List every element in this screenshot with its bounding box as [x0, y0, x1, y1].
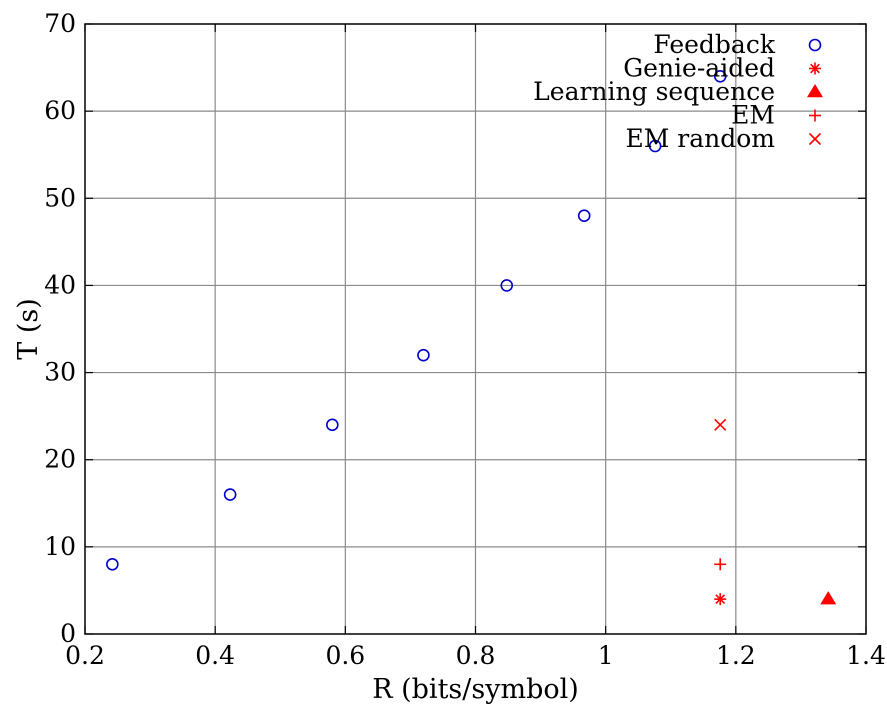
series-em [714, 558, 727, 571]
y-tick-label: 50 [44, 183, 76, 212]
data-point [326, 418, 339, 432]
legend-label: EM [731, 101, 775, 130]
data-point [820, 591, 837, 605]
y-tick-label: 70 [44, 9, 76, 38]
data-point [648, 139, 662, 153]
data-point [106, 557, 119, 571]
series-feedback [106, 69, 727, 571]
x-tick-label: 0.6 [325, 641, 365, 670]
series-em-random [714, 418, 727, 431]
x-axis-label: R (bits/symbol) [372, 674, 579, 705]
x-tick-label: 1 [598, 641, 614, 670]
legend-marker [808, 38, 822, 52]
legend-entry: EM [731, 101, 821, 130]
y-tick-label: 30 [44, 358, 76, 387]
data-point [500, 279, 514, 292]
data-point [417, 348, 430, 362]
series-genie-aided [714, 593, 727, 606]
data-point [223, 488, 237, 501]
legend-entry: Genie-aided [623, 54, 821, 83]
data-point [714, 593, 727, 606]
grid [85, 24, 866, 634]
legend-marker [809, 109, 821, 122]
y-tick-label: 20 [44, 445, 76, 474]
data-point [714, 418, 727, 431]
x-tick-label: 1.2 [716, 641, 756, 670]
x-tick-label: 0.2 [65, 641, 105, 670]
y-tick-label: 40 [44, 270, 76, 299]
data-point [713, 69, 727, 83]
legend-label: Genie-aided [623, 54, 775, 83]
legend-label: Feedback [653, 30, 775, 59]
y-tick-label: 60 [44, 96, 76, 125]
series-learning-sequence [820, 591, 837, 605]
legend-entry: EM random [625, 124, 822, 153]
y-tick-label: 0 [60, 619, 76, 648]
data-points [106, 69, 837, 606]
legend-marker [807, 84, 823, 98]
x-tick-label: 0.4 [195, 641, 235, 670]
x-tick-label: 1.4 [846, 641, 886, 670]
y-tick-label: 10 [44, 532, 76, 561]
legend-entry: Learning sequence [533, 77, 823, 106]
y-axis-label: T (s) [13, 298, 44, 360]
x-tick-label: 0.8 [456, 641, 496, 670]
axis-ticks: 0.2 0.4 0.6 0.8 1 1.2 1.4 0 10 20 30 40 50 60 70 [44, 9, 886, 670]
legend-entry: Feedback [653, 30, 822, 59]
legend-marker [808, 132, 822, 146]
data-point [714, 558, 727, 571]
legend-label: EM random [625, 124, 775, 153]
legend-marker [809, 62, 821, 75]
data-point [577, 209, 591, 223]
legend-label: Learning sequence [533, 77, 775, 106]
